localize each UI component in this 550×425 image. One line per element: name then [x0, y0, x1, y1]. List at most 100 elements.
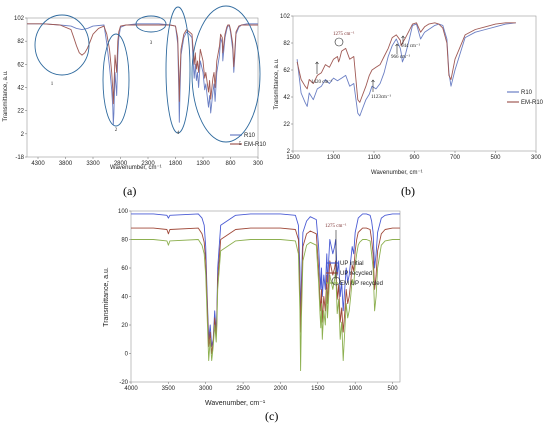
x-tick-label: 1300: [327, 155, 341, 161]
y-tick: 0: [125, 352, 131, 358]
x-tick: 1800: [169, 157, 183, 167]
x-tick-label: 2300: [141, 161, 155, 167]
x-tick: 4300: [31, 157, 45, 167]
x-tick: 500: [388, 382, 399, 392]
y-tick-label: 82: [17, 39, 24, 45]
y-tick-label: 22: [17, 109, 24, 115]
panel-label: (b): [401, 184, 415, 198]
y-tick-label: 100: [118, 209, 129, 215]
y-tick: 82: [283, 41, 293, 47]
x-tick: 2000: [274, 382, 288, 392]
y-axis-title: Transmittance, a.u.: [3, 70, 9, 121]
panel-label: (c): [265, 409, 278, 423]
x-tick-label: 800: [225, 161, 236, 167]
y-tick-label: 80: [121, 238, 128, 244]
legend-label: UP initial: [340, 261, 364, 267]
legend-label: UP recycled: [340, 271, 372, 277]
y-tick-label: 42: [283, 95, 290, 101]
y-tick: 22: [17, 109, 27, 115]
plot-frame: [26, 17, 259, 158]
x-tick: 3800: [59, 157, 73, 167]
y-tick-label: 102: [14, 16, 25, 22]
x-tick: 900: [409, 151, 420, 161]
plot-frame: [130, 210, 401, 383]
y-tick: 102: [14, 16, 27, 22]
x-axis-title: Wavenumber, cm⁻¹: [205, 400, 266, 407]
x-tick-label: 3000: [199, 386, 213, 392]
series-line-up-initial: [131, 213, 400, 347]
x-tick: 3500: [162, 382, 176, 392]
region-ellipse: [135, 15, 167, 33]
series-line-up-recycled: [131, 227, 400, 354]
ftir-chart-a: 4300 3800 3300 2800 2300 1800 1300 800 300 102 82 6…: [3, 5, 267, 198]
y-tick-label: 20: [121, 323, 128, 329]
x-tick: 2800: [114, 157, 128, 167]
y-tick: 2: [21, 132, 27, 138]
region-ellipse: [191, 5, 261, 143]
y-tick-label: 22: [283, 122, 290, 128]
x-axis-title: Wavenumber, cm⁻¹: [371, 170, 423, 176]
region-label: 1: [51, 82, 54, 87]
x-tick: 2300: [141, 157, 155, 167]
y-tick-label: 42: [17, 86, 24, 92]
x-tick: 800: [225, 157, 236, 167]
series-line-em-r10: [27, 23, 258, 105]
y-tick: 60: [121, 266, 131, 272]
x-tick-label: 4000: [124, 386, 138, 392]
x-tick: 1100: [368, 151, 382, 161]
x-tick: 1300: [196, 157, 210, 167]
region-label: 3: [150, 41, 153, 46]
x-tick-label: 1500: [286, 155, 300, 161]
region-ellipse: [34, 14, 90, 76]
x-tick: 1300: [327, 151, 341, 161]
region-ellipse: [165, 6, 191, 134]
annotation-arrowhead: [315, 61, 319, 65]
y-tick-label: 102: [280, 14, 291, 20]
region-ellipse: [102, 33, 130, 127]
y-tick-label: -18: [15, 155, 24, 161]
x-tick: 4000: [124, 382, 138, 392]
y-tick: 100: [118, 209, 131, 215]
y-tick: -20: [119, 380, 131, 386]
y-tick-label: 2: [287, 149, 291, 155]
x-tick-label: 1100: [368, 155, 382, 161]
y-tick-label: 62: [17, 62, 24, 68]
x-tick-label: 2500: [236, 386, 250, 392]
x-tick-label: 1000: [348, 386, 362, 392]
plot-area: 4300 3800 3300 2800 2300 1800 1300 800 300 102 82 6…: [14, 5, 267, 167]
peak-annotation: 1275 cm⁻¹: [325, 223, 347, 229]
series-line-em-up-recycled: [131, 239, 400, 372]
y-tick-label: 2: [21, 132, 25, 138]
x-tick-label: 500: [388, 386, 399, 392]
annotation-arrowhead: [395, 43, 399, 47]
y-tick: 40: [121, 295, 131, 301]
x-tick: 300: [531, 151, 542, 161]
x-tick: 2500: [236, 382, 250, 392]
y-tick: 80: [121, 238, 131, 244]
x-axis-title: Wavenumber, cm⁻¹: [110, 165, 162, 171]
y-tick: 102: [280, 14, 293, 20]
legend-label: R10: [244, 133, 256, 139]
x-tick-label: 300: [253, 161, 264, 167]
x-tick: 3000: [199, 382, 213, 392]
legend-label: R10: [521, 90, 533, 96]
x-tick-label: 300: [531, 155, 542, 161]
y-tick-label: -20: [119, 380, 128, 386]
peak-annotation: 1275 cm⁻¹: [333, 31, 355, 37]
series-line-r10: [27, 23, 258, 126]
y-tick: 62: [17, 62, 27, 68]
x-tick-label: 2800: [114, 161, 128, 167]
y-tick: 20: [121, 323, 131, 329]
x-tick: 300: [253, 157, 264, 167]
y-axis-title: Transmittance, a.u.: [103, 267, 110, 327]
peak-annotation: 1420 cm⁻¹: [311, 79, 333, 85]
x-tick-label: 3300: [86, 161, 100, 167]
y-axis-title: Transmittance, a.u.: [274, 58, 280, 109]
legend-label: EM-R10: [244, 142, 267, 148]
x-tick: 500: [490, 151, 501, 161]
y-tick: 42: [283, 95, 293, 101]
y-tick: -18: [15, 155, 27, 161]
y-tick: 62: [283, 68, 293, 74]
y-tick: 42: [17, 86, 27, 92]
y-tick-label: 40: [121, 295, 128, 301]
